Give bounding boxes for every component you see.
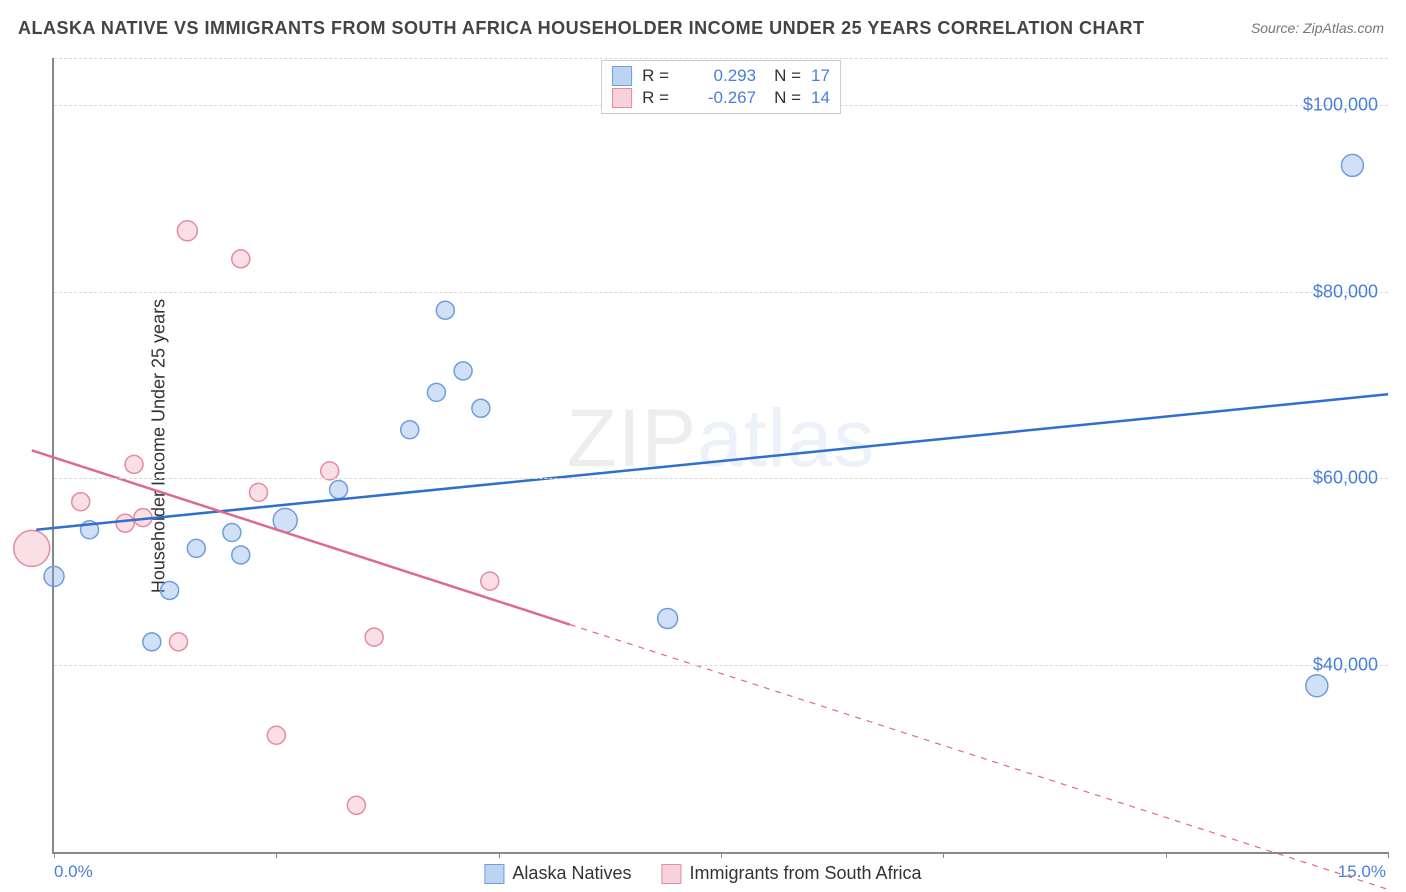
swatch-pink <box>612 88 632 108</box>
x-tick <box>1388 852 1389 858</box>
y-tick-label: $40,000 <box>1313 655 1378 676</box>
data-point <box>472 399 490 417</box>
data-point <box>365 628 383 646</box>
stat-row-series1: R = 0.293 N = 17 <box>612 65 830 87</box>
data-point <box>658 608 678 628</box>
data-point <box>44 566 64 586</box>
swatch-pink <box>661 864 681 884</box>
n-value-1: 17 <box>811 66 830 86</box>
x-tick <box>943 852 944 858</box>
swatch-blue <box>612 66 632 86</box>
gridline <box>54 292 1388 293</box>
chart-title: ALASKA NATIVE VS IMMIGRANTS FROM SOUTH A… <box>18 18 1145 39</box>
data-point <box>177 221 197 241</box>
data-point <box>170 633 188 651</box>
r-label: R = <box>642 66 678 86</box>
y-tick-label: $60,000 <box>1313 468 1378 489</box>
stat-row-series2: R = -0.267 N = 14 <box>612 87 830 109</box>
data-point <box>14 530 50 566</box>
correlation-stats-legend: R = 0.293 N = 17 R = -0.267 N = 14 <box>601 60 841 114</box>
source-label: Source: ZipAtlas.com <box>1251 20 1384 36</box>
data-point <box>232 546 250 564</box>
n-value-2: 14 <box>811 88 830 108</box>
r-label: R = <box>642 88 678 108</box>
data-point <box>347 796 365 814</box>
gridline <box>54 665 1388 666</box>
data-point <box>267 726 285 744</box>
data-point <box>401 421 419 439</box>
x-tick <box>54 852 55 858</box>
x-tick <box>276 852 277 858</box>
swatch-blue <box>484 864 504 884</box>
data-point <box>161 581 179 599</box>
data-point <box>125 455 143 473</box>
data-point <box>330 481 348 499</box>
data-point <box>481 572 499 590</box>
y-tick-label: $100,000 <box>1303 94 1378 115</box>
data-point <box>187 539 205 557</box>
scatter-svg <box>54 58 1388 852</box>
legend-item-2: Immigrants from South Africa <box>661 863 921 884</box>
data-point <box>1341 154 1363 176</box>
data-point <box>232 250 250 268</box>
x-tick <box>721 852 722 858</box>
series-legend: Alaska Natives Immigrants from South Afr… <box>484 863 921 884</box>
x-tick <box>499 852 500 858</box>
data-point <box>250 483 268 501</box>
x-tick <box>1166 852 1167 858</box>
r-value-1: 0.293 <box>688 66 756 86</box>
legend-item-1: Alaska Natives <box>484 863 631 884</box>
chart-plot-area: ZIPatlas R = 0.293 N = 17 R = -0.267 N =… <box>52 58 1388 854</box>
data-point <box>143 633 161 651</box>
y-tick-label: $80,000 <box>1313 281 1378 302</box>
n-label: N = <box>774 88 801 108</box>
data-point <box>321 462 339 480</box>
legend-label-1: Alaska Natives <box>512 863 631 884</box>
data-point <box>116 514 134 532</box>
x-axis-max-label: 15.0% <box>1338 862 1386 882</box>
data-point <box>223 524 241 542</box>
x-axis-min-label: 0.0% <box>54 862 93 882</box>
legend-label-2: Immigrants from South Africa <box>689 863 921 884</box>
data-point <box>454 362 472 380</box>
gridline <box>54 58 1388 59</box>
gridline <box>54 478 1388 479</box>
data-point <box>436 301 454 319</box>
n-label: N = <box>774 66 801 86</box>
data-point <box>1306 675 1328 697</box>
data-point <box>72 493 90 511</box>
r-value-2: -0.267 <box>688 88 756 108</box>
data-point <box>427 383 445 401</box>
